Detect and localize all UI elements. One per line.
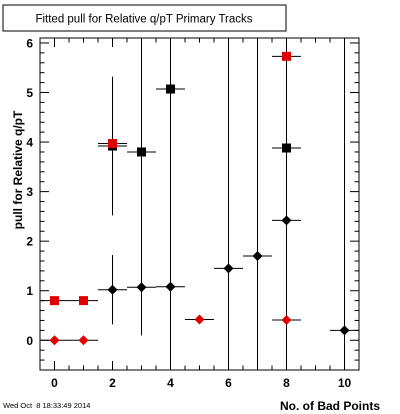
diamond-marker	[339, 325, 350, 336]
title-box: Fitted pull for Relative q/pT Primary Tr…	[2, 4, 287, 32]
square-marker	[137, 147, 146, 157]
x-tick-label: 8	[283, 376, 290, 390]
diamond-marker	[281, 314, 292, 325]
square-marker	[166, 84, 175, 94]
square-marker	[282, 51, 291, 61]
x-tick-labels: 0 2 4 6 8 10	[51, 376, 351, 390]
y-tick-label: 2	[26, 235, 33, 249]
diamond-marker	[107, 284, 118, 295]
square-marker	[108, 139, 117, 149]
x-tick-label: 6	[225, 376, 232, 390]
y-tick-label: 6	[26, 36, 33, 50]
timestamp-label: Wed Oct 8 18:33:49 2014	[3, 401, 90, 410]
y-tick-label: 1	[26, 284, 33, 298]
chart-title: Fitted pull for Relative q/pT Primary Tr…	[35, 14, 252, 26]
diamond-marker	[165, 281, 176, 292]
diamond-marker	[49, 335, 60, 346]
x-tick-label: 4	[167, 376, 174, 390]
diamond-marker	[136, 282, 147, 293]
diamond-marker	[252, 251, 263, 262]
x-tick-label: 0	[51, 376, 58, 390]
y-axis-label: pull for Relative q/pT	[11, 110, 25, 229]
x-tick-label: 2	[109, 376, 116, 390]
diamond-marker	[223, 263, 234, 274]
x-tick-label: 10	[338, 376, 352, 390]
diamond-marker	[194, 314, 205, 325]
square-marker	[282, 143, 291, 153]
data-markers	[49, 51, 350, 346]
axis-ticks	[39, 38, 360, 371]
diamond-marker	[78, 335, 89, 346]
y-tick-label: 3	[26, 185, 33, 199]
y-tick-label: 0	[26, 334, 33, 348]
square-marker	[50, 296, 59, 306]
y-tick-labels: 0 1 2 3 4 5 6	[26, 36, 33, 347]
x-axis-label: No. of Bad Points	[280, 399, 380, 413]
y-tick-label: 4	[26, 136, 33, 150]
square-marker	[79, 296, 88, 306]
diamond-marker	[281, 215, 292, 226]
y-tick-label: 5	[26, 86, 33, 100]
title-box-frame	[2, 4, 287, 32]
